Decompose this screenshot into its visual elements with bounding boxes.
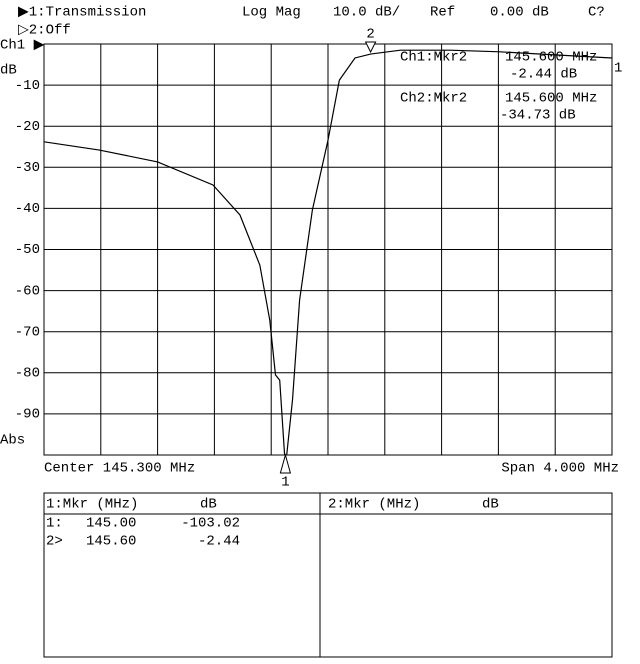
y-tick-label: -30 <box>15 160 40 176</box>
ch1-trace: ▶1:Transmission <box>18 5 146 21</box>
scale: 10.0 dB/ <box>333 5 400 21</box>
span-label: Span 4.000 MHz <box>501 461 619 477</box>
format: Log Mag <box>242 5 301 21</box>
table-cell: 2> <box>46 534 63 550</box>
marker-label: 1 <box>281 475 289 491</box>
y-tick-label: -60 <box>15 283 40 299</box>
ref: Ref <box>430 5 455 21</box>
trace <box>44 49 612 455</box>
marker <box>364 41 377 54</box>
center-label: Center 145.300 MHz <box>44 461 195 477</box>
y-tick-label: -70 <box>15 324 40 340</box>
readout-value: -34.73 dB <box>500 108 576 124</box>
ch2-trace: ▷2:Off <box>18 23 71 39</box>
readout-name: Ch1:Mkr2 <box>400 50 467 66</box>
table-cell: 145.00 <box>86 516 136 532</box>
table-header: 2:Mkr (MHz) <box>328 497 420 513</box>
table-cell: -103.02 <box>181 516 240 532</box>
y-tick-label: -20 <box>15 119 40 135</box>
readout-name: Ch2:Mkr2 <box>400 91 467 107</box>
table-cell: 1: <box>46 516 63 532</box>
marker <box>279 453 292 474</box>
y-tick-label: -90 <box>15 407 40 423</box>
y-mode: Abs <box>0 433 25 449</box>
y-tick-label: -80 <box>15 366 40 382</box>
trace-end-label: 1 <box>614 61 622 77</box>
table-cell: 145.60 <box>86 534 136 550</box>
table-header: dB <box>200 497 217 513</box>
y-tick-label: -40 <box>15 201 40 217</box>
marker-label: 2 <box>366 27 374 43</box>
channel-label: Ch1 ▶ <box>0 38 45 54</box>
ref-value: 0.00 dB <box>490 5 549 21</box>
y-tick-label: -50 <box>15 242 40 258</box>
table-header: 1:Mkr (MHz) <box>46 497 138 513</box>
readout-freq: 145.600 MHz <box>505 91 597 107</box>
table-header: dB <box>482 497 499 513</box>
table-cell: -2.44 <box>198 534 240 550</box>
readout-value: -2.44 dB <box>510 67 577 83</box>
y-tick-label: -10 <box>15 78 40 94</box>
readout-freq: 145.600 MHz <box>505 50 597 66</box>
status: C? <box>588 5 605 21</box>
y-unit: dB <box>0 63 17 79</box>
marker-table <box>43 492 613 658</box>
